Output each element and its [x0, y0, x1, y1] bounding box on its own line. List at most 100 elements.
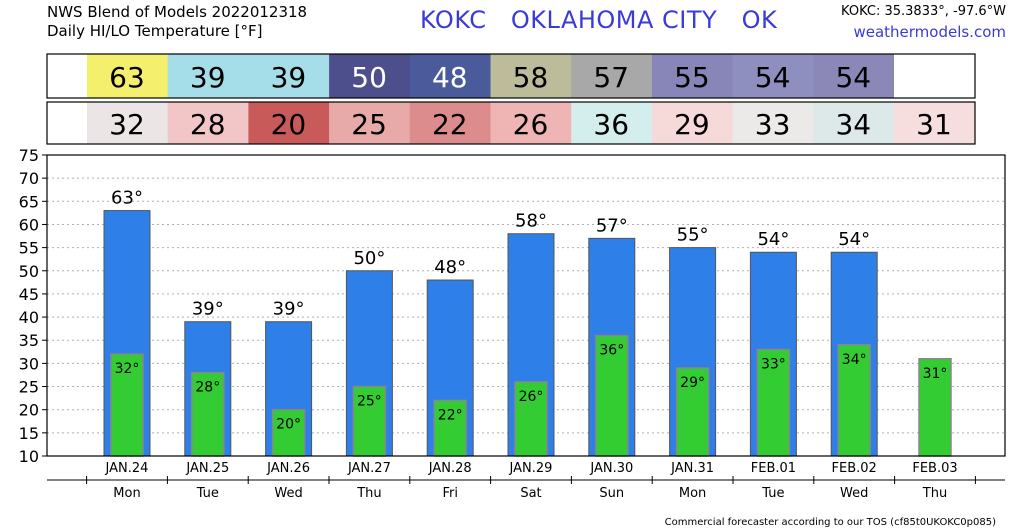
low-value-label: 32° — [115, 361, 140, 377]
x-date-label: JAN.24 — [105, 461, 149, 476]
low-bar — [514, 381, 548, 457]
strip-lo-cell — [248, 102, 330, 144]
high-value-label: 58° — [515, 211, 547, 232]
strip-lo-cell — [894, 102, 975, 144]
strip-hi-cell — [248, 54, 330, 98]
strip-hi-value: 39 — [271, 61, 307, 94]
strip-hi-value: 48 — [432, 61, 468, 94]
strip-lo-cell — [490, 102, 572, 144]
x-weekday-label: Thu — [922, 486, 947, 501]
low-bar — [191, 371, 225, 457]
strip-lo-value: 36 — [593, 108, 629, 141]
strip-hi-cell — [87, 54, 168, 98]
strip-hi-value: 57 — [593, 61, 629, 94]
strip-hi-border — [46, 53, 976, 99]
y-tick-label: 30 — [19, 354, 39, 373]
low-value-label: 26° — [519, 389, 544, 405]
y-tick-label: 20 — [19, 401, 39, 420]
low-value-label: 33° — [761, 356, 786, 372]
model-title: NWS Blend of Models 2022012318 — [47, 3, 308, 21]
low-value-label: 22° — [438, 407, 463, 423]
low-value-label: 36° — [599, 343, 624, 359]
high-value-label: 55° — [677, 225, 709, 246]
x-date-label: JAN.26 — [266, 461, 310, 476]
high-value-label: 39° — [273, 299, 305, 320]
y-tick-label: 70 — [19, 169, 39, 188]
x-date-label: FEB.03 — [912, 461, 957, 476]
low-bar — [271, 408, 306, 457]
x-date-label: JAN.30 — [589, 461, 633, 476]
y-tick-label: 40 — [19, 308, 39, 327]
x-weekday-label: Sun — [599, 486, 624, 501]
y-tick-label: 15 — [19, 424, 39, 443]
strip-lo-cell — [87, 102, 168, 144]
chart-header: NWS Blend of Models 2022012318 Daily HI/… — [47, 3, 307, 41]
strip-hi-value: 54 — [755, 61, 791, 94]
strip-lo-cell — [651, 102, 733, 144]
high-value-label: 54° — [838, 229, 870, 250]
y-tick-label: 60 — [19, 215, 39, 234]
low-bar — [110, 353, 144, 457]
x-date-label: JAN.27 — [347, 461, 391, 476]
high-value-label: 63° — [111, 188, 143, 209]
high-value-label: 54° — [757, 229, 789, 250]
x-date-label: JAN.25 — [185, 461, 229, 476]
strip-hi-value: 50 — [351, 61, 387, 94]
high-value-label: 39° — [192, 299, 224, 320]
low-bar — [433, 399, 467, 457]
y-tick-label: 45 — [19, 285, 39, 304]
low-value-label: 31° — [923, 366, 948, 382]
strip-hi-value: 54 — [835, 61, 871, 94]
x-weekday-label: Mon — [113, 486, 140, 501]
x-weekday-label: Wed — [274, 486, 302, 501]
x-date-label: JAN.31 — [670, 461, 714, 476]
y-tick-label: 55 — [19, 239, 39, 258]
strip-hi-cell — [490, 54, 572, 98]
strip-hi-cell — [651, 54, 733, 98]
footer-note: Commercial forecaster according to our T… — [664, 517, 996, 528]
y-tick-label: 10 — [19, 447, 39, 466]
low-bar — [756, 348, 791, 457]
strip-lo-value: 28 — [190, 108, 226, 141]
station-title: KOKC OKLAHOMA CITY OK — [420, 6, 778, 34]
strip-lo-value: 34 — [835, 108, 871, 141]
x-weekday-label: Tue — [761, 486, 784, 501]
x-weekday-label: Sat — [520, 486, 541, 501]
y-tick-label: 50 — [19, 262, 39, 281]
strip-lo-value: 29 — [674, 108, 710, 141]
header-right: KOKC: 35.3833°, -97.6°W weathermodels.co… — [841, 4, 1006, 41]
strip-hi-cell — [167, 54, 249, 98]
strip-lo-value: 33 — [755, 108, 791, 141]
low-bar — [837, 344, 871, 457]
strip-lo-value: 25 — [351, 108, 387, 141]
strip-lo-cell — [571, 102, 653, 144]
x-date-label: FEB.02 — [832, 461, 877, 476]
low-value-label: 20° — [276, 417, 301, 433]
strip-lo-value: 31 — [916, 108, 952, 141]
strip-lo-value: 32 — [109, 108, 145, 141]
y-tick-label: 25 — [19, 378, 39, 397]
chart-title: Daily HI/LO Temperature [°F] — [47, 22, 263, 40]
strip-lo-value: 26 — [513, 108, 549, 141]
low-bar — [352, 385, 387, 457]
strip-hi-cell — [409, 54, 491, 98]
low-bar — [675, 367, 710, 457]
low-bar — [595, 334, 629, 457]
strip-lo-cell — [329, 102, 411, 144]
strip-hi-value: 58 — [513, 61, 549, 94]
x-weekday-label: Fri — [442, 486, 458, 501]
low-value-label: 34° — [842, 352, 867, 368]
y-tick-label: 75 — [19, 146, 39, 165]
strip-lo-cell — [409, 102, 491, 144]
plot-frame — [46, 154, 1006, 457]
strip-lo-value: 20 — [271, 108, 307, 141]
site-link[interactable]: weathermodels.com — [853, 23, 1006, 41]
strip-lo-value: 22 — [432, 108, 468, 141]
strip-lo-cell — [813, 102, 895, 144]
high-value-label: 50° — [353, 248, 385, 269]
strip-hi-value: 39 — [190, 61, 226, 94]
high-value-label: 57° — [596, 215, 628, 236]
strip-hi-cell — [813, 54, 895, 98]
x-weekday-label: Mon — [679, 486, 706, 501]
